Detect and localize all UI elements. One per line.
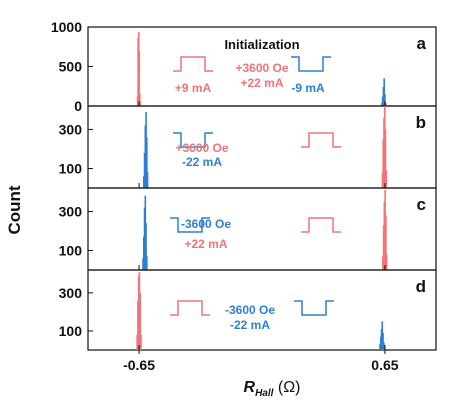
panel-letter: a bbox=[417, 34, 427, 53]
y-tick-label: 1000 bbox=[51, 19, 82, 35]
histogram-bar bbox=[383, 78, 385, 106]
histogram-bar bbox=[384, 102, 387, 106]
histogram-bar bbox=[383, 342, 385, 350]
histogram-bar bbox=[385, 215, 387, 270]
histogram-bar bbox=[385, 170, 388, 188]
histogram-bar bbox=[145, 223, 147, 270]
x-axis-label-sub: Hall bbox=[255, 388, 274, 399]
annotation-text: +3600 Oe bbox=[235, 61, 288, 75]
histogram-bar bbox=[382, 332, 384, 350]
annotation-text: -3600 Oe bbox=[181, 217, 231, 231]
pulse-down-icon bbox=[173, 132, 213, 148]
histogram-bar bbox=[139, 102, 142, 106]
histogram-bar bbox=[146, 172, 149, 188]
histogram-bar bbox=[384, 129, 387, 188]
annotation-text: +22 mA bbox=[184, 237, 227, 251]
y-tick-label: 100 bbox=[59, 323, 83, 339]
panel-c: 100 300 c -3600 Oe +22 mA bbox=[59, 187, 437, 271]
y-tick-label: 100 bbox=[59, 160, 83, 176]
panel-b: 100 300 b -22 mA+3600 Oe bbox=[59, 105, 437, 189]
annotation-text: -22 mA bbox=[230, 318, 270, 332]
pulse-up-icon bbox=[173, 56, 213, 72]
panel-d: 100 300 d -3600 Oe-22 mA bbox=[59, 269, 437, 351]
pulse-down-icon bbox=[294, 300, 334, 316]
x-tick-label: -0.65 bbox=[123, 357, 155, 373]
x-tick-label: 0.65 bbox=[371, 357, 398, 373]
panel-letter: c bbox=[417, 195, 426, 214]
histogram-bar bbox=[385, 254, 388, 270]
histogram-bar bbox=[146, 137, 148, 188]
histogram-bar bbox=[146, 256, 148, 270]
annotation-text: +22 mA bbox=[240, 76, 283, 90]
x-axis-label-unit: (Ω) bbox=[273, 379, 300, 396]
y-tick-label: 0 bbox=[74, 98, 82, 114]
panel-a: 0 500 1000 a Initialization +3600 Oe+22 mA +9 … bbox=[51, 19, 437, 114]
pulse-up-icon bbox=[170, 300, 210, 316]
pulse-up-icon bbox=[301, 132, 341, 148]
annotation-text: +3600 Oe bbox=[175, 141, 228, 155]
annotation-text: -3600 Oe bbox=[225, 303, 275, 317]
panel-frame bbox=[87, 269, 437, 351]
panel-header: Initialization bbox=[224, 37, 299, 52]
y-tick-label: 100 bbox=[59, 242, 83, 258]
histogram-bar bbox=[140, 334, 142, 350]
pulse-up-icon bbox=[301, 217, 341, 233]
pulse-down-icon bbox=[291, 56, 331, 72]
histogram-bar bbox=[139, 292, 141, 350]
panel-letter: d bbox=[416, 277, 426, 296]
y-tick-label: 300 bbox=[59, 121, 83, 137]
panel-letter: b bbox=[416, 113, 426, 132]
x-axis-label: RHall (Ω) bbox=[244, 379, 301, 399]
histogram-bar bbox=[384, 94, 386, 106]
x-axis-label-main: R bbox=[244, 379, 256, 396]
annotation-text: -22 mA bbox=[182, 155, 222, 169]
histogram-bar bbox=[138, 50, 141, 106]
y-tick-label: 300 bbox=[59, 203, 83, 219]
annotation-text: -9 mA bbox=[291, 81, 325, 95]
annotation-text: +9 mA bbox=[175, 81, 212, 95]
y-tick-label: 300 bbox=[59, 285, 83, 301]
y-tick-label: 500 bbox=[59, 59, 83, 75]
pulse-down-icon bbox=[170, 217, 210, 233]
histogram-bar bbox=[139, 93, 141, 106]
y-axis-label: Count bbox=[5, 185, 24, 234]
